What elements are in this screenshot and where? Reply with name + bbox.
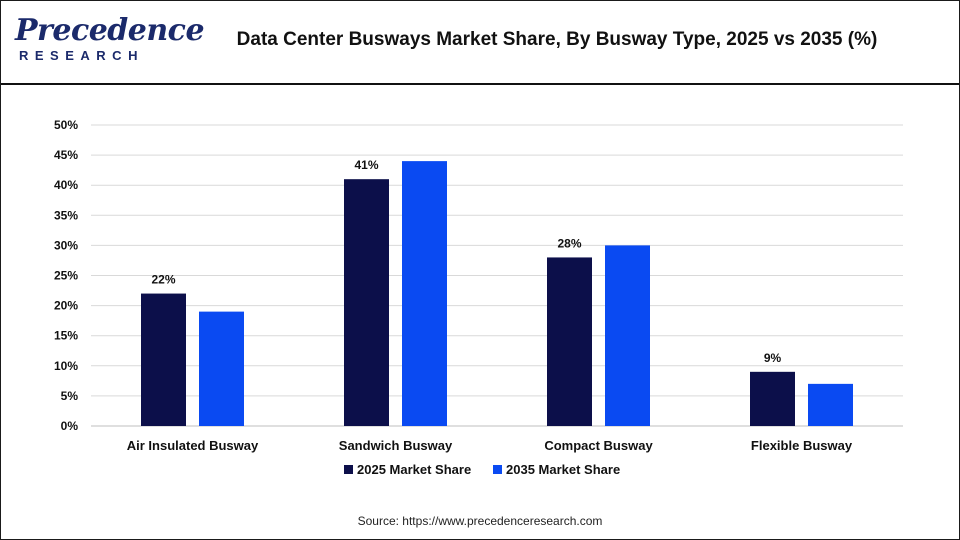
legend-swatch (344, 465, 353, 474)
source-note: Source: https://www.precedenceresearch.c… (357, 514, 603, 528)
y-tick-label: 5% (61, 389, 79, 403)
y-tick-label: 30% (54, 238, 78, 252)
y-tick-label: 25% (54, 269, 78, 283)
bar-2025 (344, 179, 389, 426)
legend-label: 2025 Market Share (357, 462, 471, 477)
data-label: 9% (764, 351, 782, 365)
y-tick-label: 35% (54, 208, 78, 222)
bar-2035 (199, 311, 244, 426)
x-category-label: Flexible Busway (751, 438, 853, 453)
bar-chart: 0% 5% 10% 15% 20% 25% 30% 35% 40% 45% 50% 22% Air In… (54, 118, 903, 477)
legend-label: 2035 Market Share (506, 462, 620, 477)
chart-title: Data Center Busways Market Share, By Bus… (236, 29, 878, 50)
header-bar: Precedence RESEARCH Data Center Busways … (1, 1, 959, 85)
y-tick-label: 45% (54, 148, 78, 162)
data-label: 28% (557, 236, 581, 250)
bar-2035 (605, 245, 650, 426)
y-tick-label: 15% (54, 329, 78, 343)
bar-2025 (547, 257, 592, 426)
data-label: 22% (151, 273, 175, 287)
bar-2025 (141, 293, 186, 426)
data-label: 41% (354, 158, 378, 172)
bar-2025 (750, 371, 795, 426)
x-category-label: Compact Busway (544, 438, 653, 453)
x-category-label: Air Insulated Busway (127, 438, 259, 453)
y-tick-label: 40% (54, 178, 78, 192)
y-tick-label: 20% (54, 299, 78, 313)
y-tick-label: 10% (54, 359, 78, 373)
y-tick-label: 50% (54, 118, 78, 132)
x-category-label: Sandwich Busway (339, 438, 453, 453)
y-tick-label: 0% (61, 419, 79, 433)
bar-2035 (808, 383, 853, 426)
logo-subtitle: RESEARCH (19, 48, 144, 63)
bar-2035 (402, 161, 447, 426)
legend-swatch (493, 465, 502, 474)
